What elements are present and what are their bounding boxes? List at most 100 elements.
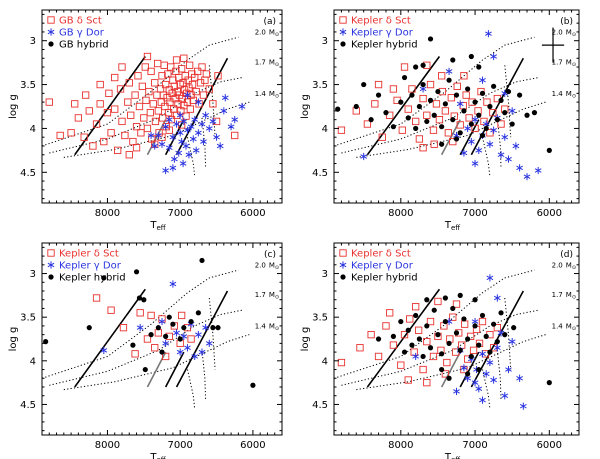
data-point — [202, 70, 211, 78]
data-point — [419, 94, 427, 103]
data-point — [494, 339, 500, 345]
data-point — [149, 100, 157, 108]
series-star — [412, 274, 527, 410]
data-point — [509, 121, 515, 127]
data-point — [400, 63, 409, 71]
data-point — [111, 105, 119, 113]
legend-entry-label: Kepler hybrid — [59, 273, 126, 284]
data-point — [154, 107, 163, 115]
data-point — [202, 324, 210, 332]
data-point — [151, 344, 159, 352]
data-point — [116, 85, 125, 93]
track-mass-label: 2.0 M⊙ — [255, 29, 279, 39]
x-axis-label-sub: eff — [156, 456, 165, 459]
data-point — [479, 312, 486, 319]
data-point — [172, 56, 181, 64]
data-point — [198, 120, 206, 128]
data-point — [179, 159, 187, 168]
data-point — [439, 351, 445, 357]
legend-entry-label: Kepler γ Dor — [59, 261, 122, 272]
data-point — [480, 117, 488, 126]
data-point — [431, 307, 437, 313]
data-point — [180, 54, 188, 62]
gdor-red-edge — [164, 351, 185, 388]
data-point — [167, 116, 176, 124]
data-point — [516, 374, 523, 382]
y-tick-label: 3 — [322, 36, 328, 47]
data-point — [196, 79, 205, 87]
x-tick-label: 6000 — [537, 440, 562, 451]
data-point — [193, 67, 202, 76]
data-point — [118, 63, 126, 71]
data-point — [141, 297, 147, 303]
y-tick-label: 4.5 — [20, 168, 36, 179]
data-point — [176, 129, 184, 137]
data-point — [183, 98, 192, 106]
data-point — [434, 297, 442, 306]
x-axis-label-main: T — [149, 452, 157, 459]
data-point — [445, 67, 453, 76]
data-point — [124, 98, 132, 106]
data-point — [414, 326, 423, 334]
data-point — [460, 364, 468, 372]
x-tick-label: 8000 — [95, 440, 120, 451]
y-tick-label: 4 — [322, 124, 328, 135]
data-point — [490, 52, 497, 61]
data-point — [96, 100, 104, 108]
legend-symbol-square — [47, 16, 55, 24]
data-point — [353, 103, 359, 110]
data-point — [419, 365, 427, 374]
data-point — [142, 96, 150, 105]
data-point — [435, 116, 444, 124]
data-point — [194, 331, 202, 339]
data-point — [179, 79, 187, 87]
legend-symbol-dot — [340, 41, 346, 47]
data-point — [493, 344, 501, 352]
data-point — [45, 98, 53, 106]
data-point — [136, 295, 143, 301]
data-point — [497, 151, 505, 159]
x-axis-label: Teff — [149, 220, 165, 232]
data-point — [167, 63, 175, 71]
data-point — [209, 100, 217, 108]
data-point — [136, 324, 144, 332]
data-point — [456, 100, 464, 108]
data-point — [427, 36, 434, 42]
data-point — [337, 126, 346, 134]
data-point — [107, 129, 115, 137]
legend-symbol-square — [339, 16, 347, 24]
data-point — [166, 314, 172, 320]
data-point — [121, 131, 129, 140]
track-mass-label: 1.7 M⊙ — [255, 58, 279, 68]
data-point — [468, 53, 474, 60]
dsct-blue-edge — [74, 56, 146, 156]
data-point — [135, 102, 144, 111]
data-point — [67, 129, 75, 137]
data-point — [517, 92, 523, 98]
data-point — [439, 366, 445, 373]
data-point — [483, 98, 491, 106]
data-point — [184, 344, 191, 352]
data-point — [476, 342, 482, 348]
y-tick-label: 3.5 — [20, 313, 36, 324]
data-point — [483, 333, 489, 339]
track-mass-label: 1.4 M⊙ — [255, 323, 279, 333]
data-point — [361, 81, 367, 88]
data-point — [210, 325, 216, 331]
data-point — [405, 115, 411, 121]
x-tick-label: 6000 — [537, 208, 562, 219]
y-axis-label: log g — [8, 327, 19, 352]
x-tick-label: 8000 — [95, 208, 120, 219]
data-point — [523, 173, 531, 181]
data-point — [371, 100, 379, 108]
data-point — [199, 91, 208, 99]
data-point — [74, 114, 83, 122]
data-point — [118, 117, 126, 126]
data-point — [153, 59, 162, 68]
data-point — [215, 325, 221, 331]
data-point — [404, 376, 412, 384]
series-star — [147, 91, 246, 175]
panel-label: (c) — [264, 250, 276, 260]
x-axis-label-main: T — [444, 220, 452, 231]
